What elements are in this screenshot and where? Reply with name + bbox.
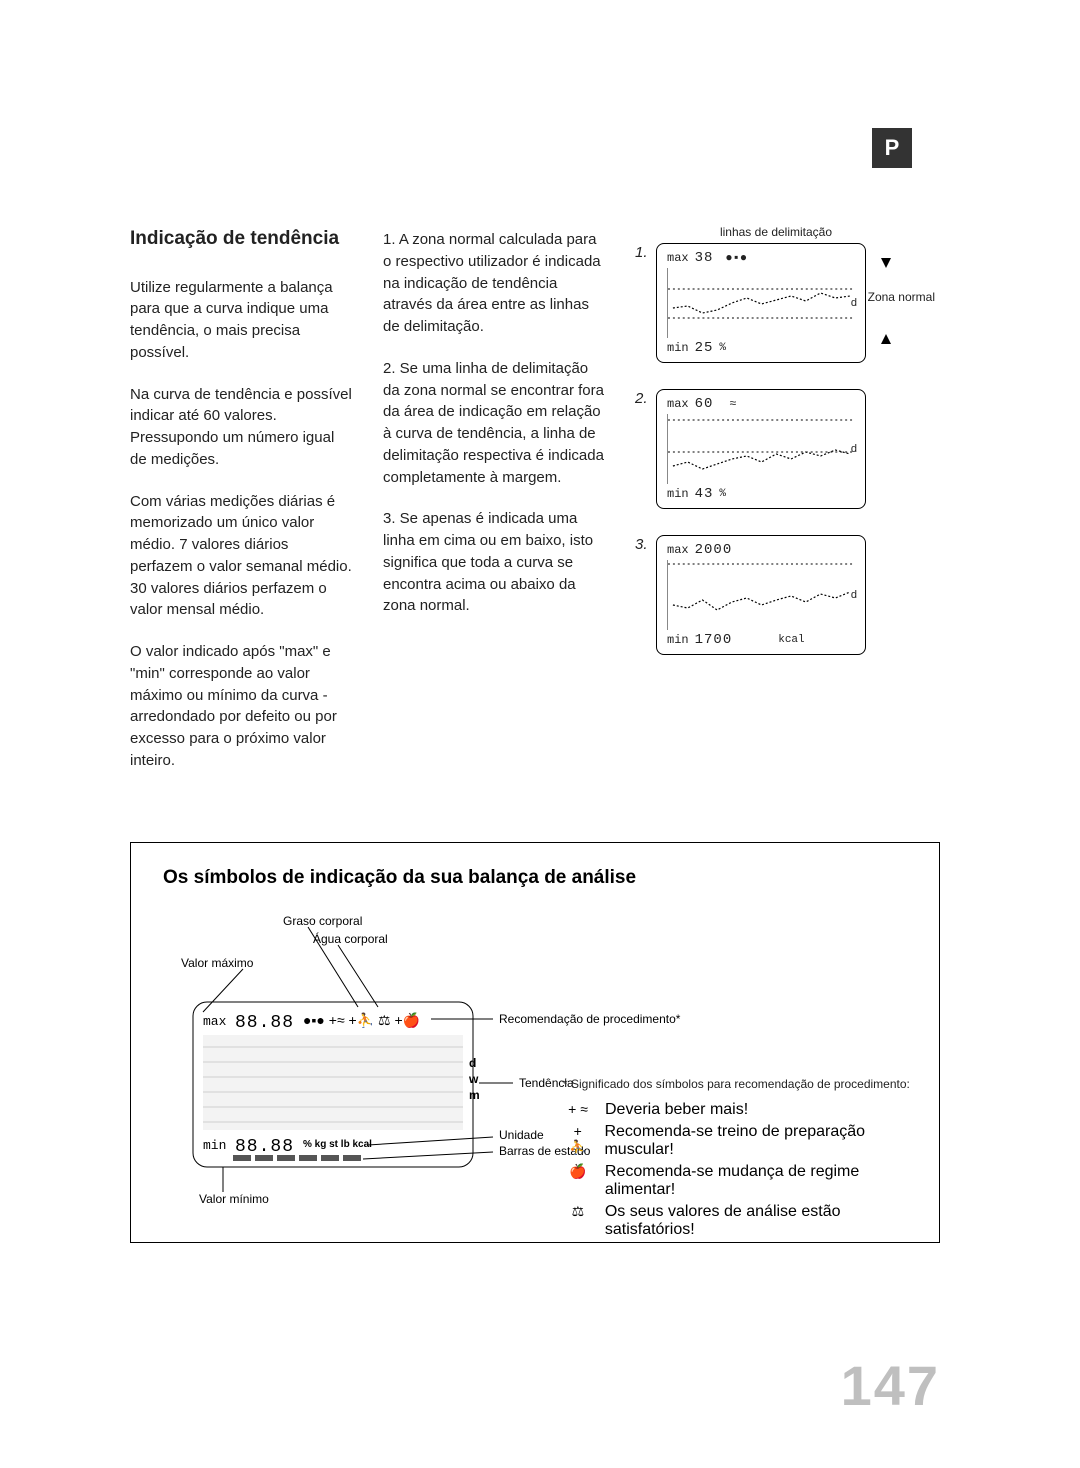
svg-text:●▪● +≈ +⛹ ⚖ +🍎: ●▪● +≈ +⛹ ⚖ +🍎 — [303, 1011, 420, 1029]
g3-min-label: min — [667, 633, 689, 647]
g2-max-label: max — [667, 397, 689, 411]
trend-graph-1: 1. max 38 ●▪● d — [656, 243, 866, 363]
water-sym-icon: + ≈ — [563, 1101, 593, 1117]
g2-min-label: min — [667, 487, 689, 501]
fat-icon: ●▪● — [725, 251, 747, 265]
svg-text:Água corporal: Água corporal — [313, 931, 388, 946]
g3-d: d — [851, 589, 857, 601]
legend-row: 🍎 Recomenda-se mudança de regime aliment… — [563, 1163, 933, 1199]
g1-max-val: 38 — [695, 250, 714, 266]
g2-d: d — [851, 443, 857, 455]
col1-p1: Utilize regularmente a balança para que … — [130, 277, 355, 364]
graph-2-num: 2. — [635, 390, 648, 407]
col1-p4: O valor indicado após "max" e "min" corr… — [130, 641, 355, 772]
graph-1-num: 1. — [635, 244, 648, 261]
legend-text-2: Recomenda-se mudança de regime alimentar… — [605, 1163, 933, 1199]
column-2: 1. A zona normal calculada para o respec… — [383, 225, 608, 792]
trend-graph-2: 2. max 60 ≈ d mi — [656, 389, 866, 509]
svg-text:88.88: 88.88 — [235, 1137, 294, 1157]
page-number: 147 — [841, 1353, 940, 1418]
water-icon: ≈ — [729, 397, 736, 411]
section-title: Indicação de tendência — [130, 225, 355, 253]
g1-d: d — [851, 297, 857, 309]
g2-min-val: 43 — [695, 486, 714, 502]
footnote-text: * Significado dos símbolos para recomend… — [563, 1077, 933, 1091]
svg-text:Graso corporal: Graso corporal — [283, 914, 362, 928]
svg-text:Valor mínimo: Valor mínimo — [199, 1192, 269, 1206]
svg-text:d: d — [469, 1056, 476, 1070]
top-label: linhas de delimitação — [656, 225, 896, 239]
col2-p2: 2. Se uma linha de delimitação da zona n… — [383, 358, 608, 489]
g2-unit: % — [719, 488, 726, 500]
g1-max-label: max — [667, 251, 689, 265]
column-graphs: linhas de delimitação 1. max 38 ●▪● — [636, 225, 896, 792]
col1-p2: Na curva de tendência e possível indicar… — [130, 384, 355, 471]
column-1: Indicação de tendência Utilize regularme… — [130, 225, 355, 792]
footnote-block: * Significado dos símbolos para recomend… — [563, 1077, 933, 1243]
page: P Indicação de tendência Utilize regular… — [0, 0, 1080, 1468]
svg-text:w: w — [468, 1072, 479, 1086]
symbols-title: Os símbolos de indicação da sua balança … — [163, 867, 907, 889]
g3-max-val: 2000 — [695, 542, 733, 558]
svg-text:max: max — [203, 1014, 227, 1029]
g1-min-label: min — [667, 341, 689, 355]
col2-p1: 1. A zona normal calculada para o respec… — [383, 229, 608, 338]
svg-text:Unidade: Unidade — [499, 1128, 544, 1142]
legend-row: + ⛹ Recomenda-se treino de preparação mu… — [563, 1123, 933, 1159]
svg-text:min: min — [203, 1138, 226, 1153]
legend-text-0: Deveria beber mais! — [605, 1101, 748, 1119]
symbols-box: Os símbolos de indicação da sua balança … — [130, 842, 940, 1243]
arrow-down-icon — [881, 258, 891, 272]
legend-row: ⚖ Os seus valores de análise estão satis… — [563, 1203, 933, 1239]
legend-text-1: Recomenda-se treino de preparação muscul… — [604, 1123, 933, 1159]
ok-sym-icon: ⚖ — [563, 1203, 593, 1220]
main-columns: Indicação de tendência Utilize regularme… — [130, 225, 980, 792]
legend-text-3: Os seus valores de análise estão satisfa… — [605, 1203, 933, 1239]
g3-max-label: max — [667, 543, 689, 557]
muscle-sym-icon: + ⛹ — [563, 1123, 592, 1156]
diet-sym-icon: 🍎 — [563, 1163, 593, 1180]
trend-graph-3: 3. max 2000 d min 1700 — [656, 535, 866, 655]
col1-p3: Com várias medições diárias é memorizado… — [130, 491, 355, 622]
g1-unit: % — [719, 342, 726, 354]
svg-text:88.88: 88.88 — [235, 1013, 294, 1033]
g2-max-val: 60 — [695, 396, 714, 412]
g3-min-val: 1700 — [695, 632, 733, 648]
svg-text:Recomendação de procedimento*: Recomendação de procedimento* — [499, 1012, 681, 1026]
language-badge: P — [872, 128, 912, 168]
arrow-up-icon — [881, 334, 891, 348]
g1-min-val: 25 — [695, 340, 714, 356]
col2-p3: 3. Se apenas é indicada uma linha em cim… — [383, 508, 608, 617]
legend-row: + ≈ Deveria beber mais! — [563, 1101, 933, 1119]
svg-text:m: m — [469, 1088, 480, 1102]
graph-3-num: 3. — [635, 536, 648, 553]
zona-normal-label: Zona normal — [868, 290, 935, 304]
svg-text:Valor máximo: Valor máximo — [181, 956, 254, 970]
g3-unit: kcal — [778, 634, 804, 646]
svg-text:% kg st lb kcal: % kg st lb kcal — [303, 1139, 372, 1150]
